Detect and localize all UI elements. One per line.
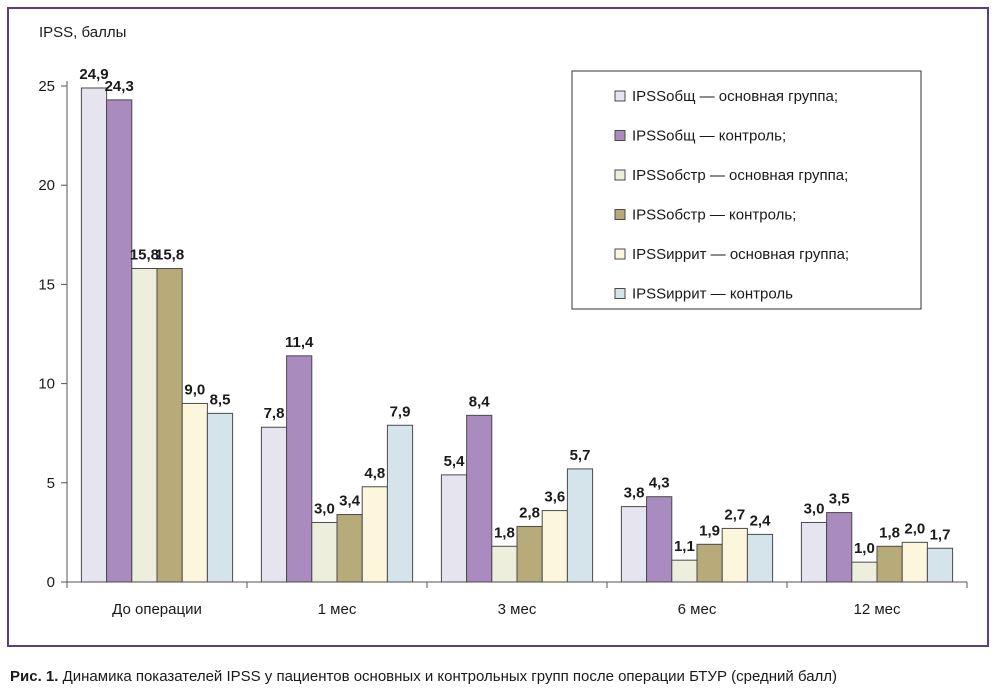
legend-swatch	[614, 248, 626, 260]
data-label: 24,3	[105, 78, 134, 95]
data-label: 1,0	[854, 540, 875, 557]
bar	[156, 268, 183, 583]
bar	[646, 496, 673, 583]
bar	[466, 414, 493, 583]
data-label: 3,0	[804, 500, 825, 517]
legend-label: IPSSобстр — основная группа;	[632, 167, 848, 184]
data-label: 3,6	[544, 489, 565, 506]
y-tick-label: 20	[38, 177, 55, 194]
data-label: 9,0	[184, 381, 205, 398]
y-tick-label: 25	[38, 78, 55, 95]
bar	[491, 545, 518, 583]
y-tick-label: 5	[47, 475, 55, 492]
bar	[901, 541, 928, 583]
data-label: 5,7	[570, 447, 591, 464]
bar	[851, 561, 878, 583]
legend-label: IPSSиррит — основная группа;	[632, 246, 849, 263]
bar	[696, 543, 723, 583]
x-tick-label: 12 мес	[853, 601, 901, 618]
chart-frame: IPSS, баллы 0 5 10 15 20 25 До операции 24,9 24,3…	[7, 7, 989, 647]
x-tick-label: 1 мес	[318, 601, 357, 618]
bar	[566, 468, 594, 583]
legend-box	[571, 70, 922, 310]
data-label: 5,4	[444, 453, 466, 470]
bar	[746, 533, 774, 583]
legend-label: IPSSиррит — контроль	[632, 286, 793, 303]
data-label: 15,8	[155, 247, 184, 264]
data-label: 2,0	[904, 520, 925, 537]
data-label: 4,8	[364, 465, 385, 482]
data-label: 4,3	[649, 475, 670, 492]
bar	[181, 402, 208, 583]
data-label: 8,4	[469, 393, 491, 410]
bar	[260, 426, 288, 583]
data-label: 2,8	[519, 504, 540, 521]
data-label: 24,9	[79, 66, 108, 83]
data-label: 1,8	[879, 524, 900, 541]
bar	[286, 355, 313, 583]
x-tick-label: 3 мес	[498, 601, 537, 618]
data-label: 3,5	[829, 491, 850, 508]
legend-swatch	[614, 209, 626, 220]
y-tick-label: 0	[47, 574, 55, 591]
legend-swatch	[614, 169, 626, 181]
y-axis-label: IPSS, баллы	[39, 24, 126, 41]
legend-label: IPSSобщ — контроль;	[632, 128, 786, 145]
bar	[516, 525, 543, 583]
data-label: 1,7	[930, 526, 951, 543]
bar	[386, 424, 414, 583]
bar	[671, 559, 698, 583]
legend-swatch	[614, 90, 626, 102]
bar	[131, 268, 158, 583]
x-tick-label: До операции	[112, 601, 202, 618]
data-label: 11,4	[285, 334, 314, 351]
figure-caption: Рис. 1. Динамика показателей IPSS у паци…	[10, 668, 837, 685]
bar	[876, 545, 903, 583]
bar	[800, 521, 828, 583]
legend-swatch	[614, 288, 626, 299]
legend-swatch	[614, 130, 626, 141]
bar	[336, 514, 363, 583]
caption-prefix: Рис. 1.	[10, 668, 59, 685]
caption-text: Динамика показателей IPSS у пациентов ос…	[58, 668, 838, 685]
data-label: 3,0	[314, 500, 335, 517]
data-label: 2,4	[750, 512, 772, 529]
bar	[361, 486, 388, 583]
data-label: 1,9	[699, 522, 720, 539]
bar	[440, 474, 468, 583]
data-label: 7,8	[264, 405, 285, 422]
data-label: 15,8	[130, 247, 159, 264]
bar-chart: IPSS, баллы 0 5 10 15 20 25 До операции 24,924,3…	[38, 24, 968, 618]
data-label: 8,5	[210, 391, 231, 408]
legend-label: IPSSобстр — контроль;	[632, 207, 796, 224]
x-tick-label: 6 мес	[678, 601, 717, 618]
data-label: 7,9	[390, 403, 411, 420]
data-label: 1,8	[494, 524, 515, 541]
y-tick-label: 15	[38, 276, 55, 293]
bar	[541, 510, 568, 583]
bar	[80, 87, 108, 583]
bar	[206, 412, 234, 583]
y-tick-label: 10	[38, 376, 55, 393]
bar	[620, 506, 648, 583]
bar	[311, 521, 338, 583]
data-label: 2,7	[724, 506, 745, 523]
data-label: 3,4	[339, 493, 361, 510]
bar	[826, 512, 853, 583]
bar	[926, 547, 954, 583]
data-label: 3,8	[624, 485, 645, 502]
bar	[106, 99, 133, 583]
legend-label: IPSSобщ — основная группа;	[632, 88, 838, 105]
bar	[721, 527, 748, 583]
data-label: 1,1	[674, 538, 695, 555]
